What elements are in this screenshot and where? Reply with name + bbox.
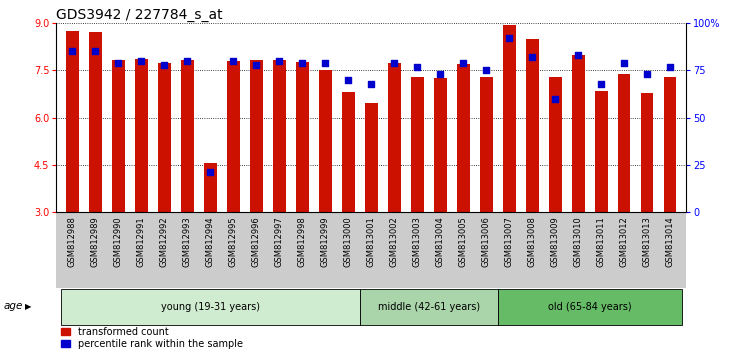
Point: [434, 71, 446, 77]
Point: [182, 58, 194, 64]
Text: GSM813009: GSM813009: [550, 216, 560, 267]
Bar: [296, 62, 308, 212]
Text: GSM813005: GSM813005: [459, 216, 468, 267]
Bar: [411, 77, 424, 212]
Point: [458, 60, 470, 65]
Bar: [204, 163, 217, 212]
Point: [503, 35, 515, 41]
Legend: transformed count, percentile rank within the sample: transformed count, percentile rank withi…: [61, 327, 243, 349]
Text: GSM812989: GSM812989: [91, 216, 100, 267]
Point: [66, 48, 78, 54]
Point: [618, 60, 630, 65]
Bar: [158, 63, 171, 212]
Text: GSM812996: GSM812996: [252, 216, 261, 267]
Point: [549, 96, 561, 102]
Bar: [595, 91, 608, 212]
Text: GSM813000: GSM813000: [344, 216, 352, 267]
Point: [365, 81, 377, 86]
Bar: [498, 289, 682, 325]
Point: [273, 58, 285, 64]
Text: GSM812995: GSM812995: [229, 216, 238, 267]
Text: GSM812998: GSM812998: [298, 216, 307, 267]
Text: GSM813002: GSM813002: [390, 216, 399, 267]
Point: [296, 60, 308, 65]
Text: ▶: ▶: [25, 302, 32, 311]
Point: [112, 60, 125, 65]
Bar: [365, 103, 377, 212]
Text: GSM813006: GSM813006: [482, 216, 490, 267]
Bar: [89, 33, 102, 212]
Text: GSM813013: GSM813013: [643, 216, 652, 267]
Bar: [503, 24, 515, 212]
Point: [388, 60, 400, 65]
Bar: [66, 31, 79, 212]
Bar: [549, 76, 562, 212]
Text: GSM812993: GSM812993: [183, 216, 192, 267]
Point: [158, 62, 170, 68]
Bar: [342, 92, 355, 212]
Bar: [572, 55, 584, 212]
Point: [342, 77, 354, 82]
Text: GSM812992: GSM812992: [160, 216, 169, 267]
Text: GSM813011: GSM813011: [597, 216, 606, 267]
Text: GSM812988: GSM812988: [68, 216, 76, 267]
Bar: [227, 62, 239, 212]
Text: GSM812991: GSM812991: [136, 216, 146, 267]
Bar: [273, 60, 286, 212]
Point: [526, 54, 538, 60]
Point: [89, 48, 101, 54]
Bar: [112, 60, 125, 212]
Text: young (19-31 years): young (19-31 years): [160, 302, 260, 312]
Text: GSM813003: GSM813003: [413, 216, 422, 267]
Point: [480, 68, 492, 73]
Point: [596, 81, 608, 86]
Point: [320, 60, 332, 65]
Bar: [388, 63, 400, 212]
Point: [204, 170, 216, 175]
Text: GSM813004: GSM813004: [436, 216, 445, 267]
Text: old (65-84 years): old (65-84 years): [548, 302, 632, 312]
Bar: [526, 39, 538, 212]
Text: age: age: [4, 301, 23, 311]
Bar: [61, 289, 360, 325]
Text: GSM813014: GSM813014: [666, 216, 675, 267]
Text: GSM812999: GSM812999: [321, 216, 330, 267]
Point: [227, 58, 239, 64]
Point: [664, 64, 676, 69]
Point: [411, 64, 423, 69]
Text: GSM813010: GSM813010: [574, 216, 583, 267]
Bar: [250, 60, 262, 212]
Bar: [618, 74, 631, 212]
Bar: [480, 76, 493, 212]
Text: GSM813008: GSM813008: [528, 216, 537, 267]
Text: GSM812994: GSM812994: [206, 216, 214, 267]
Text: GDS3942 / 227784_s_at: GDS3942 / 227784_s_at: [56, 8, 223, 22]
Point: [251, 62, 262, 68]
Bar: [664, 76, 676, 212]
Text: GSM813007: GSM813007: [505, 216, 514, 267]
Text: GSM812997: GSM812997: [274, 216, 284, 267]
Bar: [434, 78, 446, 212]
Text: GSM813001: GSM813001: [367, 216, 376, 267]
Bar: [360, 289, 498, 325]
Bar: [640, 93, 653, 212]
Point: [641, 71, 653, 77]
Text: GSM813012: GSM813012: [620, 216, 628, 267]
Text: middle (42-61 years): middle (42-61 years): [378, 302, 480, 312]
Point: [572, 52, 584, 58]
Bar: [181, 60, 194, 212]
Bar: [457, 64, 470, 212]
Point: [135, 58, 147, 64]
Bar: [135, 59, 148, 212]
Text: GSM812990: GSM812990: [114, 216, 123, 267]
Bar: [319, 70, 332, 212]
